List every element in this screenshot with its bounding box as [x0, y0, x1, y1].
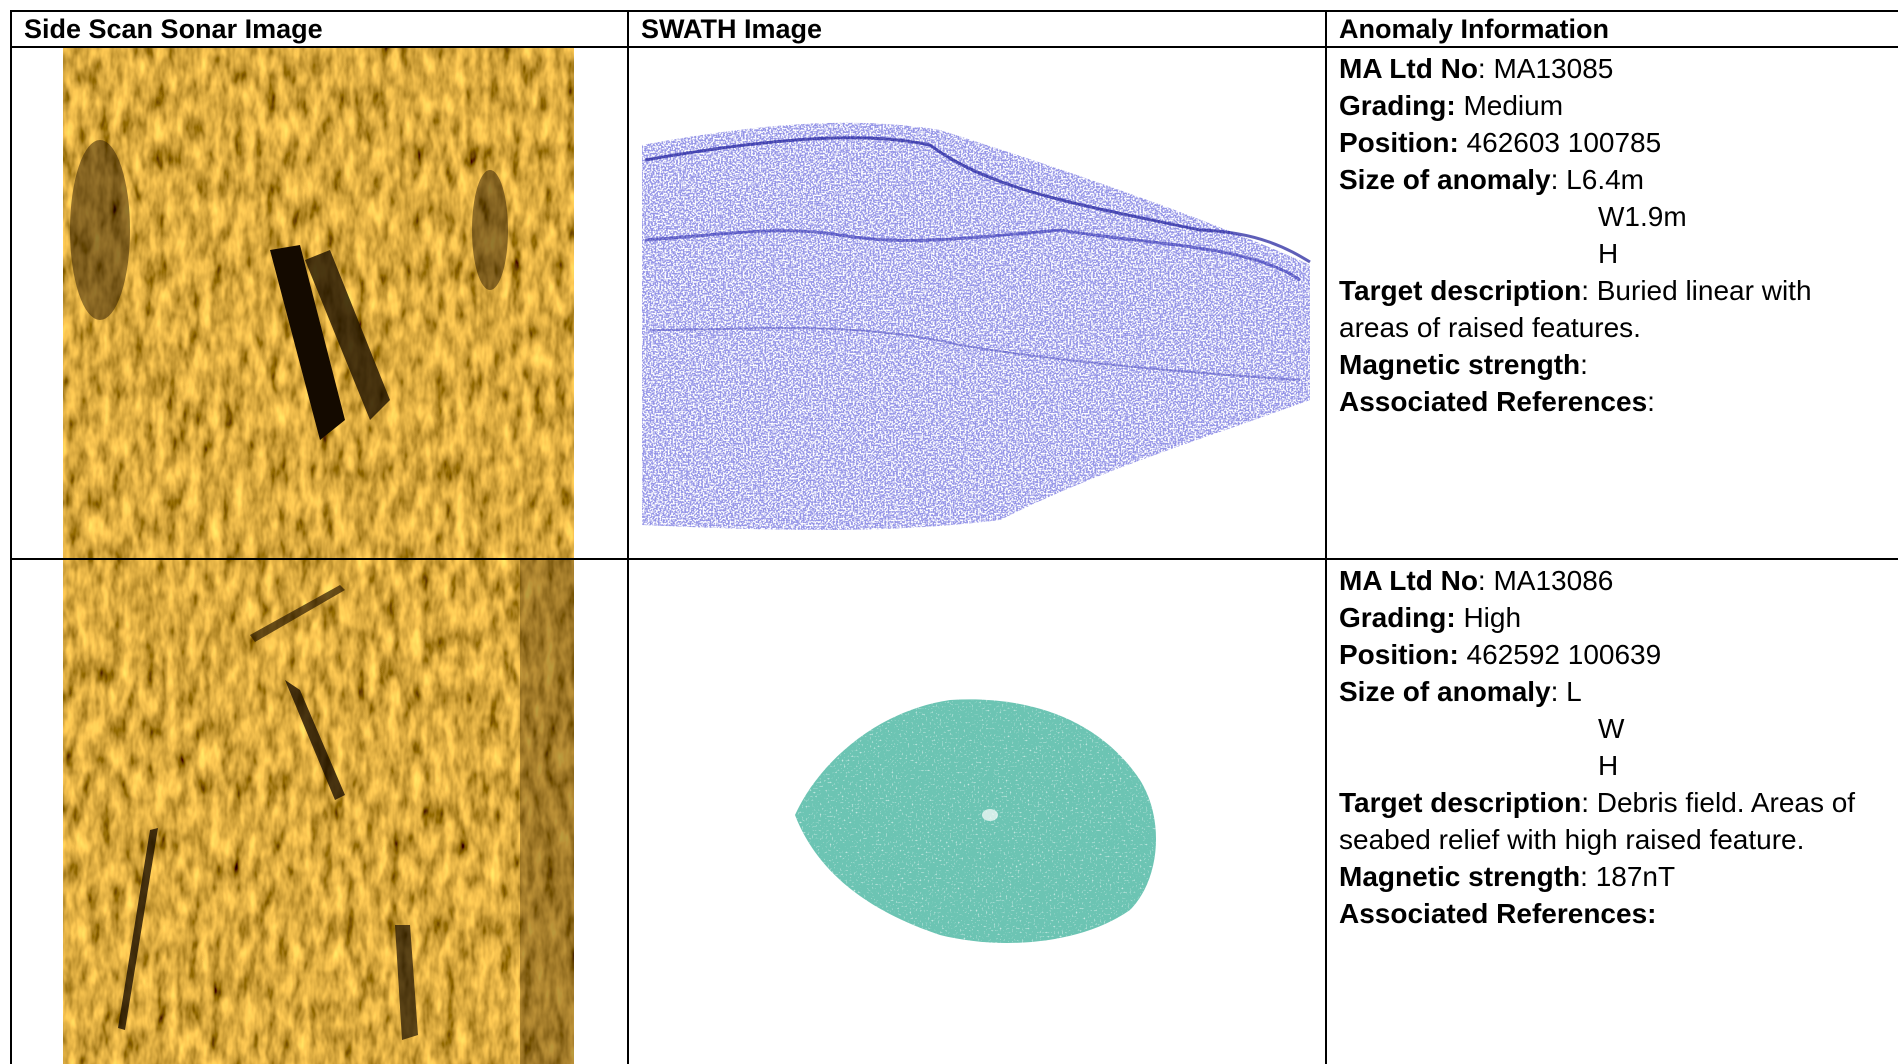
header-cell: Side Scan Sonar Image — [10, 10, 627, 46]
field-label: Position: — [1339, 127, 1459, 158]
field-value: : L — [1550, 676, 1582, 707]
field-value: Medium — [1455, 90, 1564, 121]
field-value: 462592 100639 — [1458, 639, 1662, 670]
swath-cell — [627, 558, 1325, 1064]
sonar-cell — [10, 558, 627, 1064]
field: Size of anomaly: L6.4m — [1339, 161, 1888, 198]
info-cell: MA Ltd No: MA13086 Grading: High Position:… — [1325, 558, 1898, 1064]
field-value: : — [1580, 349, 1588, 380]
field-label: Grading: — [1339, 602, 1456, 633]
field-label: MA Ltd No — [1339, 565, 1478, 596]
header-cell: SWATH Image — [627, 10, 1325, 46]
field-label: Grading: — [1339, 90, 1456, 121]
field-label: Magnetic strength — [1339, 861, 1581, 892]
field-value: : Buried linear with areas of raised fea… — [1339, 275, 1812, 343]
field: Magnetic strength: — [1339, 346, 1888, 383]
field-value: H — [1598, 750, 1619, 781]
field-value: : Debris field. Areas of seabed relief w… — [1339, 787, 1856, 855]
field: MA Ltd No: MA13086 — [1339, 562, 1888, 599]
field: Associated References: — [1339, 383, 1888, 420]
field: Position: 462592 100639 — [1339, 636, 1888, 673]
info-cell: MA Ltd No: MA13085 Grading: Medium Positio… — [1325, 46, 1898, 558]
field-label: Target description — [1339, 787, 1582, 818]
field: Associated References: — [1339, 895, 1888, 932]
field-value: : 187nT — [1580, 861, 1676, 892]
field-value: W1.9m — [1598, 201, 1687, 232]
field-value: : — [1647, 386, 1655, 417]
field: Grading: High — [1339, 599, 1888, 636]
field: Size of anomaly: L — [1339, 673, 1888, 710]
field-label: Associated References: — [1339, 898, 1657, 929]
field: Grading: Medium — [1339, 87, 1888, 124]
field-label: Position: — [1339, 639, 1459, 670]
field-label: Size of anomaly — [1339, 676, 1551, 707]
field-value: : MA13085 — [1477, 53, 1614, 84]
header-cell: Anomaly Information — [1325, 10, 1898, 46]
field-value: : L6.4m — [1550, 164, 1645, 195]
field: Magnetic strength: 187nT — [1339, 858, 1888, 895]
field-label: Magnetic strength — [1339, 349, 1581, 380]
field-value: High — [1455, 602, 1522, 633]
swath-cell — [627, 46, 1325, 558]
sonar-cell — [10, 46, 627, 558]
field-label: Size of anomaly — [1339, 164, 1551, 195]
field-value: : MA13086 — [1477, 565, 1614, 596]
field-value: W — [1598, 713, 1625, 744]
field: Position: 462603 100785 — [1339, 124, 1888, 161]
field-label: Associated References — [1339, 386, 1648, 417]
field-label: Target description — [1339, 275, 1582, 306]
field-value: 462603 100785 — [1458, 127, 1662, 158]
field: Target description: Debris field. Areas … — [1339, 784, 1888, 858]
field-label: MA Ltd No — [1339, 53, 1478, 84]
field: Target description: Buried linear with a… — [1339, 272, 1888, 346]
field-value: H — [1598, 238, 1619, 269]
field: MA Ltd No: MA13085 — [1339, 50, 1888, 87]
